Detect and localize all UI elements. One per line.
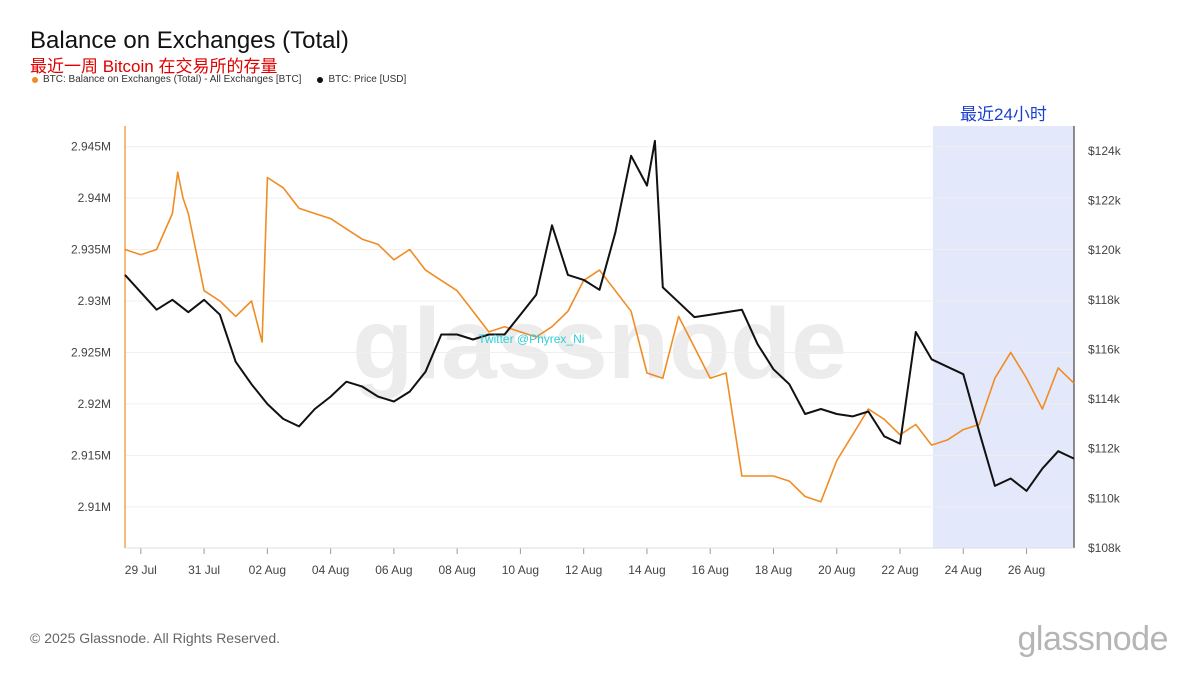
series-line-balance <box>124 171 1075 503</box>
x-tick-label: 20 Aug <box>818 563 855 577</box>
x-tick-label: 06 Aug <box>375 563 412 577</box>
series-line-price <box>124 139 1075 492</box>
legend-item-balance[interactable]: BTC: Balance on Exchanges (Total) - All … <box>32 74 301 85</box>
y-left-tick-label: 2.92M <box>78 397 111 411</box>
x-tick-label: 29 Jul <box>125 563 157 577</box>
y-left-tick-label: 2.925M <box>71 345 111 359</box>
legend-label-balance: BTC: Balance on Exchanges (Total) - All … <box>43 74 302 85</box>
y-left-tick-label: 2.915M <box>71 448 111 462</box>
highlight-band <box>932 126 1074 548</box>
y-left-tick-label: 2.94M <box>78 191 111 205</box>
y-right-tick-label: $120k <box>1088 243 1122 257</box>
watermark-text: glassnode <box>352 288 847 400</box>
y-left-tick-label: 2.935M <box>71 243 111 257</box>
y-right-tick-label: $124k <box>1088 144 1122 158</box>
x-tick-label: 18 Aug <box>755 563 792 577</box>
y-left-tick-label: 2.91M <box>78 500 111 514</box>
x-tick-label: 24 Aug <box>945 563 982 577</box>
y-right-tick-label: $122k <box>1088 193 1122 207</box>
legend: BTC: Balance on Exchanges (Total) - All … <box>32 74 406 85</box>
chart-subtitle: 最近一周 Bitcoin 在交易所的存量 <box>30 57 278 76</box>
x-tick-label: 04 Aug <box>312 563 349 577</box>
legend-swatch-balance <box>32 76 38 83</box>
x-tick-label: 31 Jul <box>188 563 220 577</box>
x-tick-label: 12 Aug <box>565 563 602 577</box>
x-tick-label: 08 Aug <box>438 563 475 577</box>
y-left-tick-label: 2.945M <box>71 140 111 154</box>
chart-title: Balance on Exchanges (Total) <box>30 27 349 54</box>
y-right-tick-label: $118k <box>1088 293 1121 307</box>
chart-canvas: glassnode 最近24小时 2.91M 2.915M 2.92M 2.925M 2… <box>71 105 1122 577</box>
y-right-tick-label: $110k <box>1088 491 1121 505</box>
y-right-tick-label: $112k <box>1088 442 1121 456</box>
x-tick-label: 16 Aug <box>692 563 729 577</box>
y-left-tick-label: 2.93M <box>78 294 111 308</box>
legend-label-price: BTC: Price [USD] <box>328 74 407 85</box>
y-right-tick-label: $114k <box>1088 392 1121 406</box>
y-right-tick-label: $108k <box>1088 541 1122 555</box>
x-tick-label: 22 Aug <box>881 563 918 577</box>
x-tick-label: 14 Aug <box>628 563 665 577</box>
x-tick-label: 10 Aug <box>502 563 539 577</box>
copyright-notice: © 2025 Glassnode. All Rights Reserved. <box>30 630 281 646</box>
y-right-tick-label: $116k <box>1088 342 1121 356</box>
highlight-label: 最近24小时 <box>960 105 1047 124</box>
x-tick-label: 26 Aug <box>1008 563 1045 577</box>
handle-text: Twitter @Phyrex_Ni <box>478 332 584 346</box>
brand-logo: glassnode <box>1017 620 1168 658</box>
x-tick-label: 02 Aug <box>249 563 286 577</box>
legend-item-price[interactable]: BTC: Price [USD] <box>317 74 406 85</box>
legend-swatch-price <box>317 76 324 83</box>
